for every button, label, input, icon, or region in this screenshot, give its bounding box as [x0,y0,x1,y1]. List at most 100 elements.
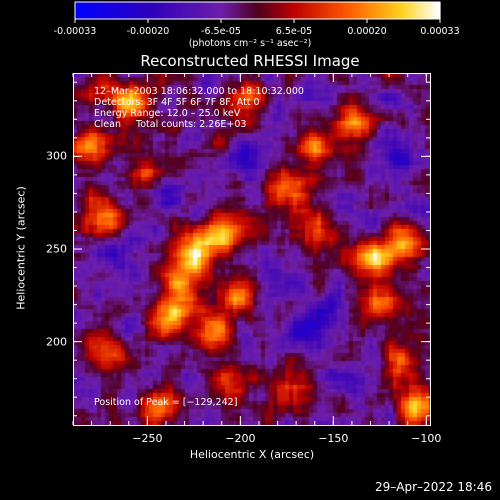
colorbar-segment [227,2,231,19]
colorbar-segment [351,2,356,19]
x-tick-label: −200 [225,432,256,445]
colorbar-segment [135,2,140,19]
colorbar-segment [321,2,326,19]
colorbar-segment [257,2,262,19]
y-axis-label: Heliocentric Y (arcsec) [14,186,28,310]
x-axis-label: Heliocentric X (arcsec) [189,448,315,461]
colorbar-segment [278,2,283,19]
colorbar-segment [87,2,91,19]
colorbar-segment [172,2,176,19]
x-tick-label: −150 [318,432,349,445]
colorbar-segment [114,2,119,19]
colorbar-segment [360,2,365,19]
colorbar-segment [406,2,411,19]
colorbar-segment [190,2,195,19]
colorbar-segment [169,2,173,19]
colorbar-segment [281,2,286,19]
colorbar-segment [199,2,204,19]
colorbar-segment [157,2,161,19]
colorbar-segment [272,2,277,19]
colorbar-segment [303,2,307,19]
colorbar-segment [196,2,201,19]
colorbar-segment [382,2,386,19]
colorbar-segment [415,2,420,19]
colorbar-segment [138,2,143,19]
colorbar-segment [266,2,271,19]
colorbar-segment [111,2,116,19]
colorbar-segment [333,2,338,19]
colorbar-segment [151,2,155,19]
colorbar-segment [312,2,316,19]
colorbar-segment [290,2,295,19]
colorbar-segment [263,2,268,19]
colorbar-segment [178,2,183,19]
colorbar-segment [357,2,362,19]
colorbar-tick-label: 0.00033 [420,26,460,37]
colorbar-segment [391,2,395,19]
colorbar-segment [184,2,189,19]
colorbar-segment [96,2,100,19]
colorbar-segment [379,2,383,19]
colorbar-segment [400,2,405,19]
colorbar-segment [363,2,368,19]
colorbar-segment [354,2,359,19]
colorbar-segment [208,2,213,19]
x-tick-label: −100 [411,432,442,445]
colorbar-segment [248,2,253,19]
colorbar-segment [105,2,110,19]
colorbar-segment [102,2,107,19]
colorbar-segment [376,2,380,19]
colorbar-segment [315,2,319,19]
colorbar-segment [388,2,392,19]
colorbar-segment [260,2,265,19]
y-tick-label: 200 [46,335,67,349]
colorbar-segment [433,2,438,19]
colorbar-segment [394,2,399,19]
colorbar-segment [367,2,371,19]
colorbar-segment [345,2,350,19]
colorbar-segment [324,2,329,19]
colorbar-segment [287,2,292,19]
colorbar-segment [348,2,353,19]
colorbar-segment [309,2,313,19]
colorbar-segment [245,2,249,19]
colorbar-segment [132,2,137,19]
colorbar-segment [418,2,423,19]
colorbar-segment [336,2,341,19]
colorbar-segment [117,2,122,19]
plot-timestamp: 29–Apr–2022 18:46 [375,480,492,494]
colorbar-segment [297,2,301,19]
colorbar-segment [81,2,85,19]
colorbar-segment [370,2,374,19]
colorbar-segment [214,2,219,19]
colorbar-segment [342,2,347,19]
colorbar-segment [166,2,170,19]
colorbar-segment [330,2,335,19]
colorbar-segment [436,2,441,19]
colorbar-segment [160,2,164,19]
colorbar-segment [275,2,280,19]
colorbar-segment [90,2,94,19]
colorbar-segment [403,2,408,19]
colorbar-segment [339,2,344,19]
colorbar-segment [409,2,414,19]
annotation-time-range: 12–Mar–2003 18:06:32.000 to 18:10:32.000 [94,86,304,97]
colorbar-segment [163,2,167,19]
colorbar-segment [397,2,402,19]
colorbar-tick-label: -0.00020 [126,26,170,37]
colorbar-segment [108,2,113,19]
colorbar-segment [141,2,146,19]
colorbar-segment [284,2,289,19]
colorbar-segment [126,2,131,19]
colorbar-segment [217,2,222,19]
colorbar-segment [193,2,198,19]
colorbar-segment [175,2,180,19]
colorbar-segment [129,2,134,19]
colorbar-tick-label: -6.5e-05 [201,26,241,37]
colorbar-segment [421,2,426,19]
colorbar-segment [373,2,377,19]
y-tick-label: 300 [46,149,67,163]
colorbar-segment [211,2,216,19]
colorbar-segment [269,2,274,19]
chart-title: Reconstructed RHESSI Image [140,52,360,70]
